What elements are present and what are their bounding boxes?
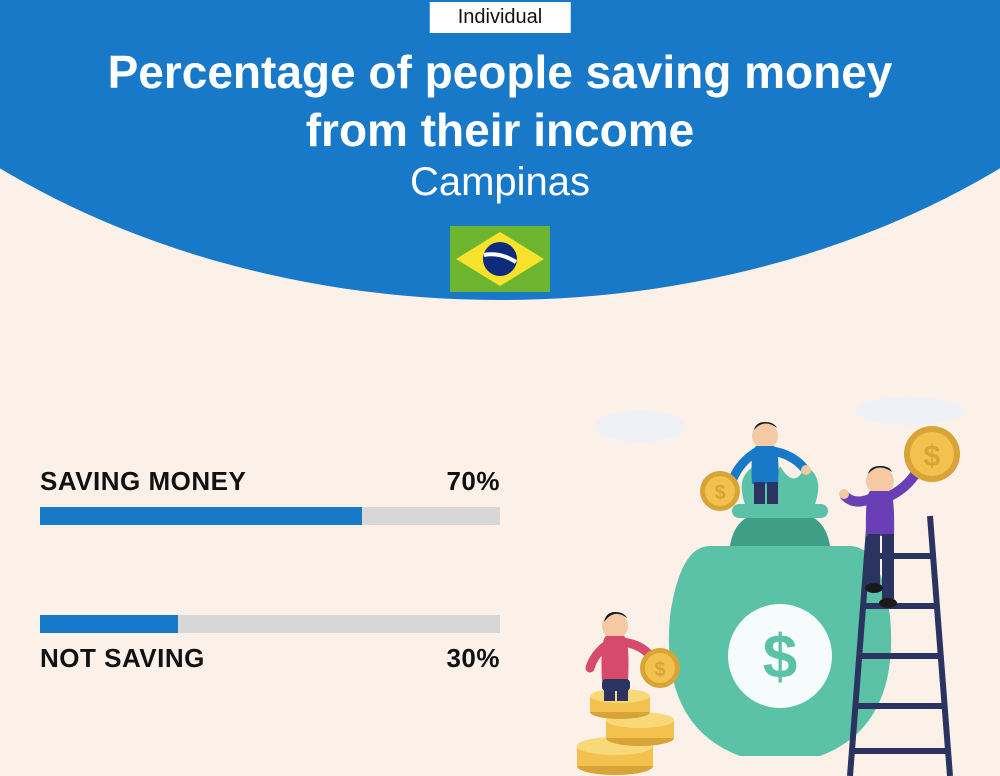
bar-fill bbox=[40, 507, 362, 525]
page-subtitle: Campinas bbox=[0, 160, 1000, 205]
bar-fill bbox=[40, 615, 178, 633]
category-tag: Individual bbox=[430, 2, 571, 33]
coin-stack-icon bbox=[577, 689, 674, 775]
bar-label: NOT SAVING bbox=[40, 643, 205, 674]
svg-text:$: $ bbox=[654, 659, 665, 681]
coin-sitting-icon: $ bbox=[640, 648, 680, 688]
bar-label: SAVING MONEY bbox=[40, 466, 246, 497]
bar-saving: SAVING MONEY 70% bbox=[40, 466, 500, 525]
bar-value: 70% bbox=[446, 466, 500, 497]
coin-held-icon: $ bbox=[904, 426, 960, 482]
person-sitting-icon bbox=[590, 612, 652, 701]
bar-track bbox=[40, 507, 500, 525]
bar-track bbox=[40, 615, 500, 633]
bars-container: SAVING MONEY 70% NOT SAVING 30% bbox=[40, 466, 500, 764]
brazil-flag-icon bbox=[450, 226, 550, 292]
svg-text:$: $ bbox=[714, 482, 725, 504]
savings-illustration: $ $ bbox=[560, 396, 980, 776]
svg-text:$: $ bbox=[763, 623, 797, 692]
page-title: Percentage of people saving money from t… bbox=[0, 44, 1000, 159]
coin-top-icon: $ bbox=[700, 471, 740, 511]
bar-not-saving: NOT SAVING 30% bbox=[40, 615, 500, 674]
bar-value: 30% bbox=[446, 643, 500, 674]
svg-text:$: $ bbox=[924, 440, 941, 473]
